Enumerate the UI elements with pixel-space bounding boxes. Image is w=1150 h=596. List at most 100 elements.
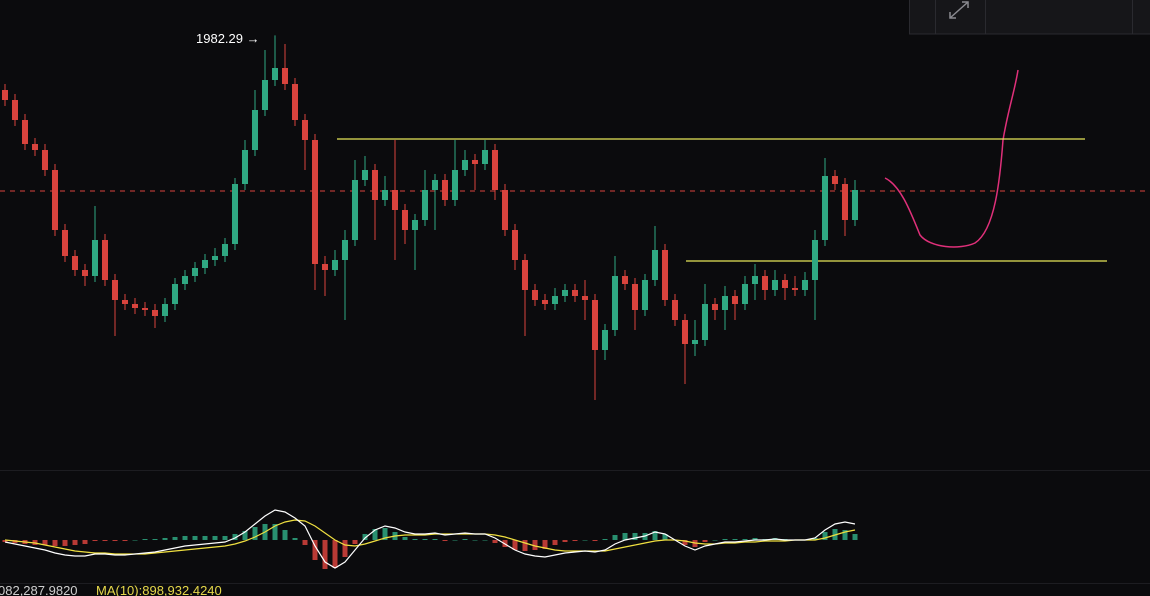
- candle-body: [692, 340, 698, 344]
- candle-body: [682, 320, 688, 344]
- candle-body: [752, 276, 758, 284]
- candle-body: [622, 276, 628, 284]
- macd-histogram-bar: [842, 530, 848, 540]
- candle-body: [572, 290, 578, 296]
- macd-histogram-bar: [542, 540, 548, 549]
- macd-dif-line: [4, 509, 856, 569]
- candle-body: [772, 280, 778, 290]
- candle-body: [42, 150, 48, 170]
- macd-histogram-bar: [182, 536, 188, 540]
- macd-histogram-bar: [462, 539, 468, 540]
- candle-body: [32, 144, 38, 150]
- candle-body: [252, 110, 258, 150]
- candle-body: [322, 264, 328, 270]
- macd-histogram-bar: [472, 540, 478, 541]
- macd-histogram-bar: [312, 540, 318, 560]
- candle-body: [812, 240, 818, 280]
- macd-histogram-bar: [202, 536, 208, 540]
- candle-body: [102, 240, 108, 280]
- macd-histogram-bar: [492, 540, 498, 543]
- candle-body: [52, 170, 58, 230]
- macd-histogram-bar: [102, 540, 108, 541]
- candle-body: [422, 190, 428, 220]
- candle-body: [202, 260, 208, 268]
- macd-histogram-bar: [122, 540, 128, 541]
- macd-histogram-bar: [372, 529, 378, 540]
- macd-histogram-bar: [52, 540, 58, 546]
- macd-histogram-bar: [142, 539, 148, 540]
- macd-histogram-bar: [812, 538, 818, 540]
- macd-histogram-bar: [592, 540, 598, 541]
- drawn-projection: [884, 69, 1019, 248]
- candle-body: [222, 244, 228, 256]
- macd-histogram-bar: [212, 536, 218, 540]
- macd-histogram-bar: [232, 534, 238, 540]
- macd-histogram-bar: [662, 534, 668, 540]
- candle-body: [552, 296, 558, 304]
- candle-body: [652, 250, 658, 280]
- macd-histogram-bar: [152, 539, 158, 540]
- macd-histogram-bar: [632, 533, 638, 540]
- macd-histogram-bar: [92, 540, 98, 541]
- candle-body: [402, 210, 408, 230]
- macd-histogram-bar: [272, 524, 278, 540]
- macd-histogram-bar: [342, 540, 348, 557]
- candle-body: [712, 304, 718, 310]
- high-label: 1982.29 →: [196, 31, 260, 46]
- candle-body: [512, 230, 518, 260]
- macd-panel: [2, 509, 858, 569]
- candle-body: [302, 120, 308, 140]
- candle-body: [22, 120, 28, 144]
- candle-body: [192, 268, 198, 276]
- macd-histogram-bar: [62, 540, 68, 546]
- macd-histogram-bar: [622, 533, 628, 540]
- candle-body: [432, 180, 438, 190]
- candle-body: [232, 184, 238, 244]
- candle-body: [262, 80, 268, 110]
- candle-body: [532, 290, 538, 300]
- macd-histogram-bar: [402, 537, 408, 540]
- macd-histogram-bar: [752, 538, 758, 540]
- macd-histogram-bar: [162, 538, 168, 540]
- candle-body: [662, 250, 668, 300]
- macd-histogram-bar: [822, 532, 828, 540]
- candle-body: [312, 140, 318, 264]
- candle-body: [462, 160, 468, 170]
- candle-body: [412, 220, 418, 230]
- candle-body: [782, 280, 788, 288]
- candle-body: [2, 90, 8, 100]
- macd-histogram-bar: [302, 540, 308, 545]
- expand-icon[interactable]: [949, 1, 969, 19]
- candle-body: [542, 300, 548, 304]
- candle-body: [382, 190, 388, 200]
- candle-body: [762, 276, 768, 290]
- macd-histogram-bar: [572, 540, 578, 541]
- macd-histogram-bar: [112, 540, 118, 541]
- candle-body: [822, 176, 828, 240]
- candle-body: [162, 304, 168, 316]
- macd-histogram-bar: [452, 540, 458, 541]
- toolbar: [909, 0, 1150, 35]
- candle-body: [702, 304, 708, 340]
- candle-body: [182, 276, 188, 284]
- candle-body: [352, 180, 358, 240]
- macd-histogram-bar: [702, 540, 708, 542]
- macd-histogram-bar: [682, 540, 688, 545]
- candle-body: [732, 296, 738, 304]
- macd-histogram-bar: [582, 540, 588, 541]
- candle-body: [852, 190, 858, 220]
- macd-histogram-bar: [2, 540, 8, 542]
- candle-body: [722, 296, 728, 310]
- candle-body: [142, 308, 148, 310]
- candle-body: [562, 290, 568, 296]
- macd-histogram-bar: [562, 540, 568, 542]
- macd-histogram-bar: [322, 540, 328, 569]
- macd-histogram-bar: [482, 540, 488, 541]
- macd-histogram-bar: [442, 540, 448, 541]
- candle-body: [362, 170, 368, 180]
- macd-histogram-bar: [612, 535, 618, 540]
- candle-body: [72, 256, 78, 270]
- macd-histogram-bar: [652, 531, 658, 540]
- macd-histogram-bar: [852, 534, 858, 540]
